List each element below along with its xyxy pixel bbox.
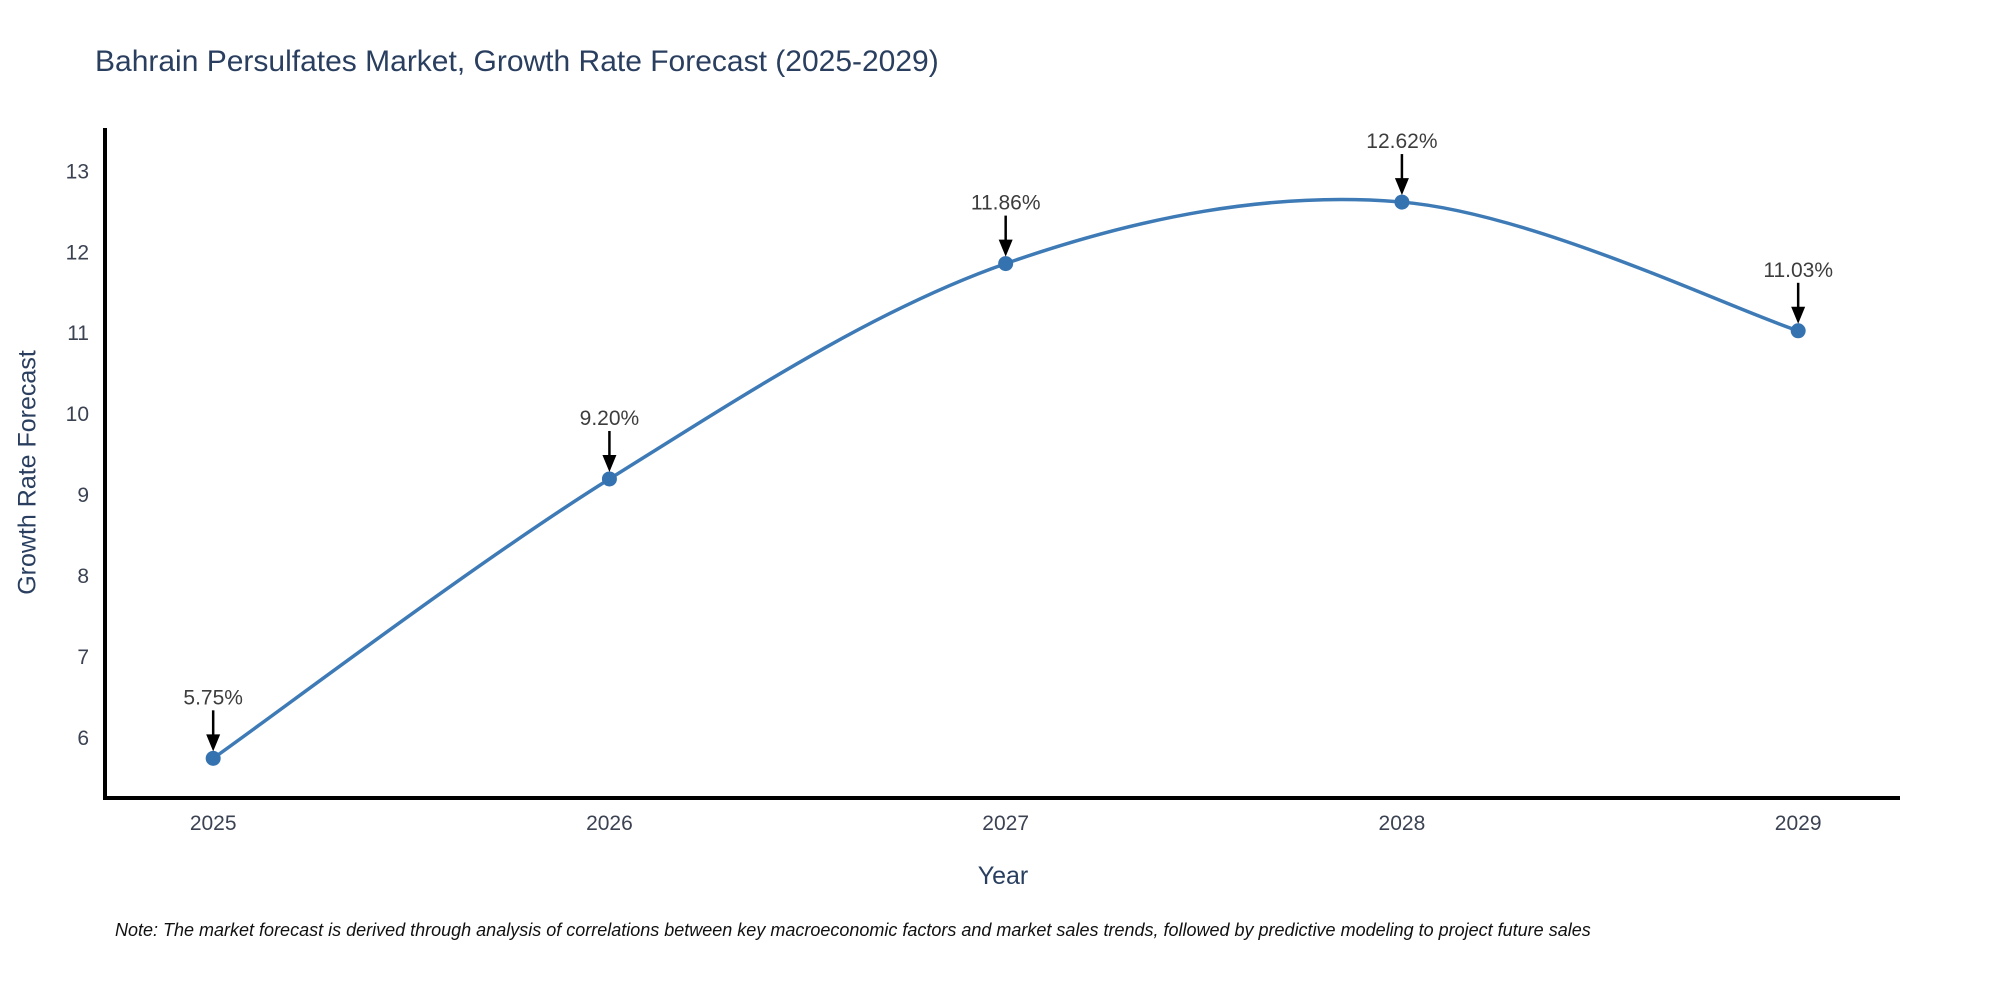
data-point-label: 12.62% <box>1366 130 1437 153</box>
x-tick-label: 2029 <box>1775 812 1822 835</box>
footnote: Note: The market forecast is derived thr… <box>115 920 1591 940</box>
y-tick-label: 11 <box>67 322 89 345</box>
y-axis-title: Growth Rate Forecast <box>13 350 42 595</box>
data-point-label: 5.75% <box>183 686 243 709</box>
y-tick-label: 9 <box>77 484 89 507</box>
forecast-line[interactable] <box>212 197 1799 760</box>
annotation-arrow-head <box>206 734 221 752</box>
data-point-marker[interactable] <box>1394 194 1410 210</box>
x-axis-title: Year <box>977 862 1029 890</box>
data-point-marker[interactable] <box>601 471 617 487</box>
x-tick-label: 2025 <box>190 812 237 835</box>
x-tick-label: 2028 <box>1379 812 1426 835</box>
data-point-marker[interactable] <box>1790 323 1806 339</box>
annotation-arrow-head <box>998 239 1013 257</box>
chart-title: Bahrain Persulfates Market, Growth Rate … <box>95 45 939 78</box>
annotation-arrow-head <box>602 454 617 472</box>
x-tick-label: 2027 <box>982 812 1029 835</box>
annotation-arrow-head <box>1791 306 1806 324</box>
y-tick-label: 6 <box>77 727 89 750</box>
data-point-label: 9.20% <box>580 407 640 430</box>
data-point-marker[interactable] <box>205 750 221 766</box>
data-point-label: 11.86% <box>971 192 1041 215</box>
annotation-arrow-head <box>1394 178 1409 196</box>
y-tick-label: 12 <box>66 241 89 264</box>
y-tick-label: 10 <box>66 403 89 426</box>
y-tick-label: 7 <box>77 646 89 669</box>
x-tick-label: 2026 <box>586 812 633 835</box>
y-tick-label: 8 <box>77 565 89 588</box>
data-point-marker[interactable] <box>998 256 1014 272</box>
y-tick-label: 13 <box>66 160 89 183</box>
data-point-label: 11.03% <box>1763 259 1833 282</box>
